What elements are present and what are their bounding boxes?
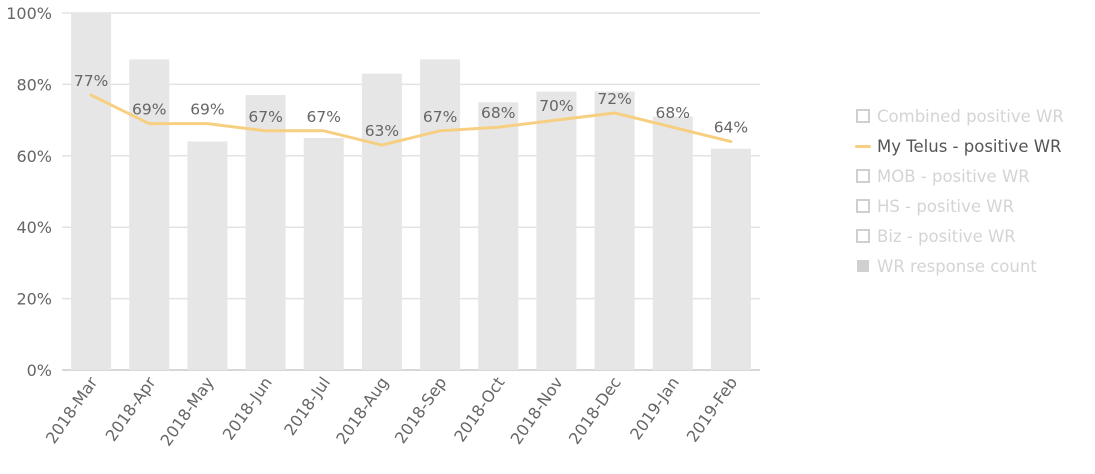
legend-checkbox-icon bbox=[856, 199, 870, 213]
legend-item-my-telus-positive-wr[interactable]: My Telus - positive WR bbox=[855, 131, 1064, 161]
data-label: 69% bbox=[132, 101, 166, 119]
data-label: 67% bbox=[248, 108, 282, 126]
x-tick-label: 2018-Sep bbox=[391, 373, 451, 447]
legend-label: Biz - positive WR bbox=[877, 226, 1016, 246]
legend-item-wr-response-count[interactable]: WR response count bbox=[855, 251, 1064, 281]
data-label: 72% bbox=[597, 90, 631, 108]
x-tick-label: 2018-Mar bbox=[42, 373, 102, 447]
y-tick-label: 100% bbox=[6, 4, 52, 23]
bar bbox=[652, 116, 693, 370]
data-label: 69% bbox=[190, 101, 224, 119]
legend-item-combined-positive-wr[interactable]: Combined positive WR bbox=[855, 101, 1064, 131]
legend-line-icon bbox=[855, 144, 871, 148]
x-tick-label: 2018-Oct bbox=[450, 373, 508, 445]
legend-square-icon bbox=[857, 260, 869, 272]
y-tick-label: 40% bbox=[16, 218, 52, 237]
data-label: 67% bbox=[423, 108, 457, 126]
x-tick-label: 2018-Jun bbox=[219, 373, 276, 443]
bar bbox=[129, 59, 170, 370]
bar bbox=[187, 141, 228, 370]
x-tick-label: 2019-Feb bbox=[683, 373, 741, 445]
legend-checkbox-icon bbox=[856, 169, 870, 183]
legend-label: HS - positive WR bbox=[877, 196, 1015, 216]
bar bbox=[710, 148, 751, 370]
legend-label: WR response count bbox=[877, 256, 1037, 276]
series-line-my-telus bbox=[89, 93, 733, 147]
bar bbox=[71, 13, 112, 370]
bar bbox=[420, 59, 461, 370]
data-label: 67% bbox=[307, 108, 341, 126]
legend-label: MOB - positive WR bbox=[877, 166, 1030, 186]
legend-item-mob-positive-wr[interactable]: MOB - positive WR bbox=[855, 161, 1064, 191]
bar bbox=[361, 73, 402, 370]
x-tick-label: 2019-Jan bbox=[626, 373, 683, 443]
x-tick-label: 2018-Aug bbox=[332, 373, 392, 447]
y-tick-label: 20% bbox=[16, 290, 52, 309]
data-label: 63% bbox=[365, 122, 399, 140]
legend: Combined positive WR My Telus - positive… bbox=[855, 101, 1064, 281]
x-tick-label: 2018-Apr bbox=[102, 373, 160, 445]
bar bbox=[536, 91, 577, 370]
y-tick-label: 0% bbox=[27, 361, 52, 380]
legend-label: Combined positive WR bbox=[877, 106, 1064, 126]
legend-item-biz-positive-wr[interactable]: Biz - positive WR bbox=[855, 221, 1064, 251]
x-tick-label: 2018-Jul bbox=[280, 373, 334, 439]
chart: 0% 20% 40% 60% 80% 100% 77% 69% 69% 67% 67% 63% 67% 6… bbox=[6, 4, 760, 449]
data-label: 77% bbox=[74, 72, 108, 90]
legend-checkbox-icon bbox=[856, 229, 870, 243]
x-tick-label: 2018-May bbox=[156, 373, 217, 449]
legend-item-hs-positive-wr[interactable]: HS - positive WR bbox=[855, 191, 1064, 221]
bar bbox=[303, 137, 344, 370]
bar bbox=[245, 95, 286, 371]
bar bbox=[594, 91, 635, 370]
data-label: 68% bbox=[656, 104, 690, 122]
x-tick-label: 2018-Dec bbox=[565, 373, 625, 447]
legend-label: My Telus - positive WR bbox=[877, 136, 1062, 156]
legend-checkbox-icon bbox=[856, 109, 870, 123]
data-label: 70% bbox=[539, 97, 573, 115]
data-label: 68% bbox=[481, 104, 515, 122]
x-tick-label: 2018-Nov bbox=[507, 373, 567, 448]
y-tick-label: 60% bbox=[16, 147, 52, 166]
bar bbox=[478, 102, 519, 370]
data-label: 64% bbox=[714, 119, 748, 137]
y-tick-label: 80% bbox=[16, 75, 52, 94]
